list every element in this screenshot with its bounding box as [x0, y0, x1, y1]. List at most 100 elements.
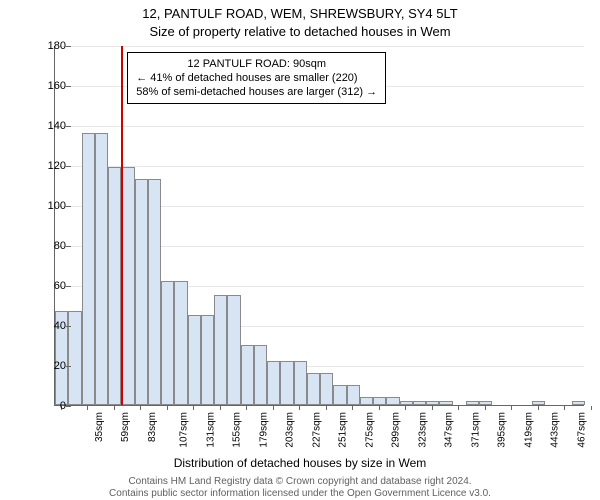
histogram-bar: [95, 133, 108, 405]
x-tick-label: 419sqm: [523, 412, 534, 448]
x-tick-mark: [220, 406, 221, 410]
y-tick-label: 40: [36, 320, 66, 332]
x-tick-label: 251sqm: [338, 412, 349, 448]
plot-area: 12 PANTULF ROAD: 90sqm← 41% of detached …: [54, 46, 584, 406]
y-tick-label: 140: [36, 120, 66, 132]
y-tick-mark: [66, 86, 71, 87]
histogram-bar: [347, 385, 360, 405]
histogram-bar: [400, 401, 413, 405]
y-tick-label: 60: [36, 280, 66, 292]
footnote-line1: Contains HM Land Registry data © Crown c…: [128, 476, 471, 487]
y-tick-mark: [66, 406, 71, 407]
y-tick-label: 80: [36, 240, 66, 252]
y-tick-label: 20: [36, 360, 66, 372]
chart-title-line2: Size of property relative to detached ho…: [0, 24, 600, 39]
x-tick-label: 83sqm: [147, 412, 158, 442]
histogram-bar: [280, 361, 293, 405]
y-tick-mark: [66, 46, 71, 47]
histogram-bar: [267, 361, 280, 405]
x-tick-label: 107sqm: [179, 412, 190, 448]
histogram-bar: [294, 361, 307, 405]
x-tick-mark: [458, 406, 459, 410]
chart-title-line1: 12, PANTULF ROAD, WEM, SHREWSBURY, SY4 5…: [0, 6, 600, 21]
x-tick-mark: [167, 406, 168, 410]
x-tick-label: 131sqm: [205, 412, 216, 448]
histogram-bar: [360, 397, 373, 405]
x-tick-mark: [193, 406, 194, 410]
x-tick-mark: [591, 406, 592, 410]
x-tick-label: 299sqm: [391, 412, 402, 448]
histogram-bar: [413, 401, 426, 405]
histogram-bar: [307, 373, 320, 405]
y-tick-mark: [66, 366, 71, 367]
annotation-line1: 12 PANTULF ROAD: 90sqm: [136, 57, 377, 71]
reference-line: [121, 46, 123, 405]
x-tick-label: 395sqm: [497, 412, 508, 448]
x-tick-label: 35sqm: [94, 412, 105, 442]
histogram-bar: [135, 179, 148, 405]
histogram-bar: [108, 167, 121, 405]
gridline-h: [55, 46, 584, 47]
x-tick-mark: [564, 406, 565, 410]
x-tick-label: 275sqm: [364, 412, 375, 448]
x-tick-mark: [87, 406, 88, 410]
histogram-bar: [148, 179, 161, 405]
histogram-bar: [201, 315, 214, 405]
histogram-bar: [466, 401, 479, 405]
histogram-bar: [333, 385, 346, 405]
x-tick-mark: [273, 406, 274, 410]
histogram-bar: [227, 295, 240, 405]
x-tick-label: 59sqm: [120, 412, 131, 442]
x-tick-label: 467sqm: [576, 412, 587, 448]
histogram-bar: [254, 345, 267, 405]
y-tick-mark: [66, 246, 71, 247]
x-tick-mark: [379, 406, 380, 410]
x-tick-mark: [511, 406, 512, 410]
x-tick-label: 347sqm: [444, 412, 455, 448]
x-tick-mark: [485, 406, 486, 410]
histogram-bar: [532, 401, 545, 405]
y-tick-mark: [66, 286, 71, 287]
histogram-bar: [572, 401, 585, 405]
x-tick-mark: [405, 406, 406, 410]
x-tick-mark: [246, 406, 247, 410]
histogram-bar: [161, 281, 174, 405]
x-tick-label: 155sqm: [232, 412, 243, 448]
histogram-bar: [426, 401, 439, 405]
histogram-bar: [174, 281, 187, 405]
y-tick-label: 100: [36, 200, 66, 212]
x-tick-label: 227sqm: [311, 412, 322, 448]
x-tick-mark: [114, 406, 115, 410]
chart-footnote: Contains HM Land Registry data © Crown c…: [0, 476, 600, 500]
x-tick-mark: [538, 406, 539, 410]
histogram-bar: [188, 315, 201, 405]
x-tick-mark: [352, 406, 353, 410]
chart-container: 12, PANTULF ROAD, WEM, SHREWSBURY, SY4 5…: [0, 0, 600, 500]
annotation-box: 12 PANTULF ROAD: 90sqm← 41% of detached …: [127, 52, 386, 104]
gridline-h: [55, 126, 584, 127]
y-tick-mark: [66, 206, 71, 207]
y-tick-label: 0: [36, 400, 66, 412]
x-tick-mark: [326, 406, 327, 410]
x-tick-mark: [140, 406, 141, 410]
y-tick-mark: [66, 166, 71, 167]
histogram-bar: [241, 345, 254, 405]
annotation-line2: ← 41% of detached houses are smaller (22…: [136, 71, 377, 85]
histogram-bar: [214, 295, 227, 405]
annotation-line3: 58% of semi-detached houses are larger (…: [136, 85, 377, 99]
histogram-bar: [479, 401, 492, 405]
y-tick-label: 120: [36, 160, 66, 172]
histogram-bar: [439, 401, 452, 405]
histogram-bar: [320, 373, 333, 405]
x-tick-label: 443sqm: [550, 412, 561, 448]
histogram-bar: [373, 397, 386, 405]
footnote-line2: Contains public sector information licen…: [109, 488, 491, 499]
histogram-bar: [386, 397, 399, 405]
x-tick-label: 371sqm: [470, 412, 481, 448]
y-tick-mark: [66, 126, 71, 127]
x-tick-mark: [299, 406, 300, 410]
x-axis-label: Distribution of detached houses by size …: [0, 456, 600, 470]
x-tick-label: 323sqm: [417, 412, 428, 448]
x-tick-label: 203sqm: [285, 412, 296, 448]
y-tick-label: 160: [36, 80, 66, 92]
